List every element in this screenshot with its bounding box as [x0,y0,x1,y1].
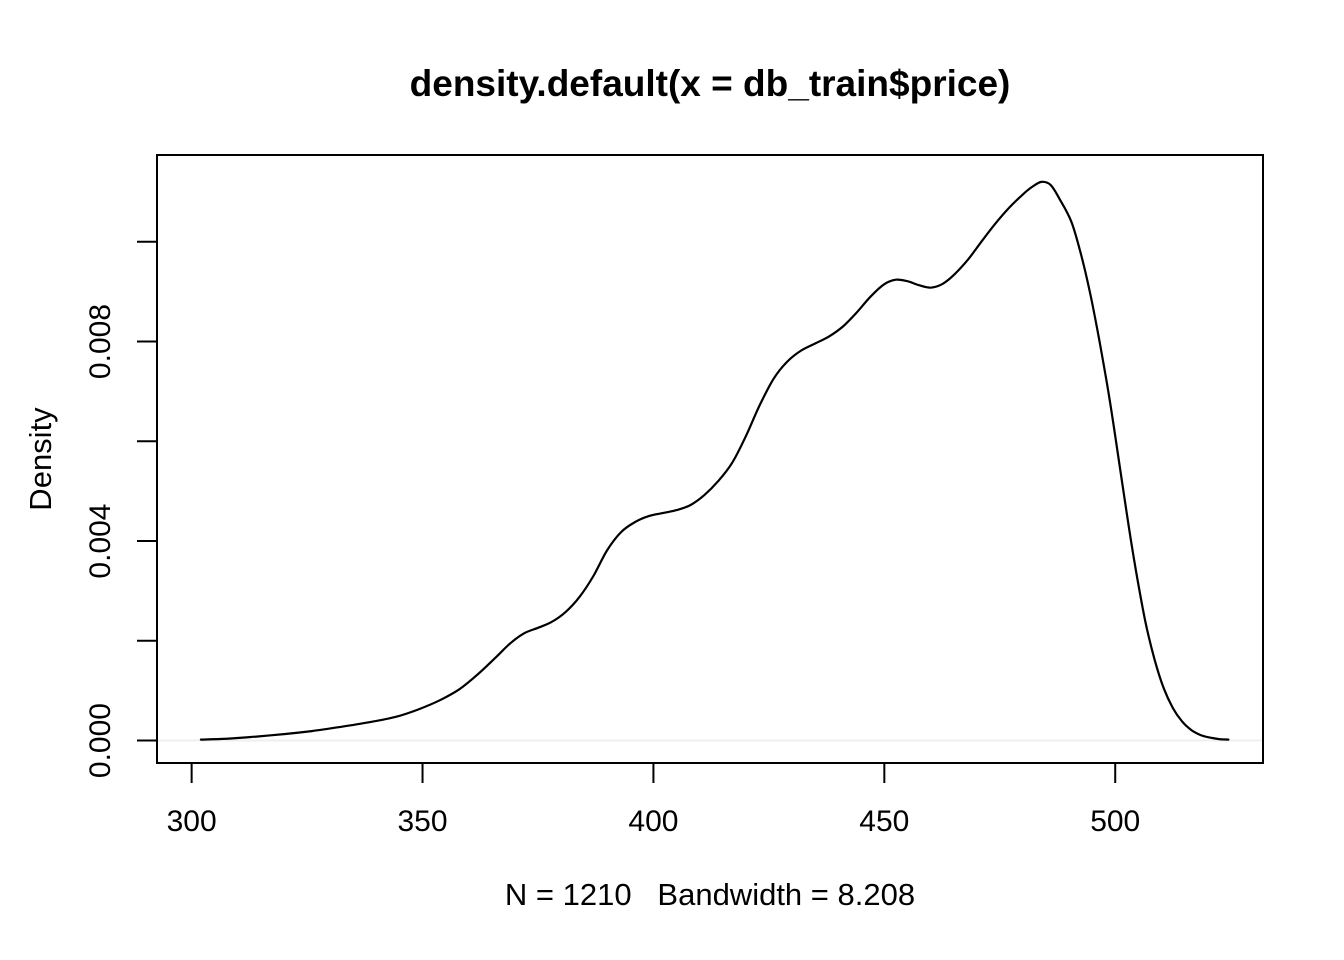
x-tick-label: 300 [167,805,217,838]
x-tick-label: 500 [1090,805,1140,838]
y-tick-label: 0.004 [84,504,117,579]
x-tick-label: 350 [398,805,448,838]
x-tick-label: 450 [859,805,909,838]
plot-frame [156,154,1264,764]
y-tick-label: 0.000 [84,703,117,778]
x-tick-label: 400 [628,805,678,838]
x-axis-subtitle: N = 1210 Bandwidth = 8.208 [504,877,916,912]
y-tick-label: 0.008 [84,304,117,379]
chart-title: density.default(x = db_train$price) [409,63,1011,104]
density-curve [199,180,1230,741]
